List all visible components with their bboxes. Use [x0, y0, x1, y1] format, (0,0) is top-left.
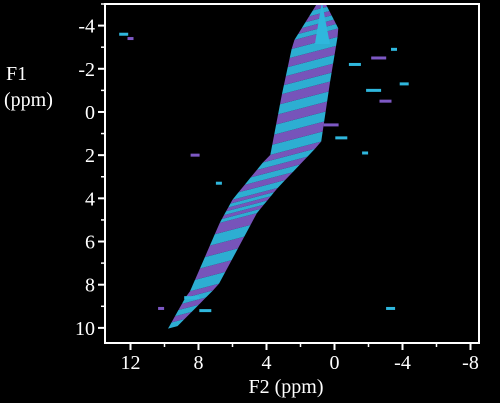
frame-layer	[104, 3, 480, 344]
ridge-stripe	[294, 23, 339, 40]
ridge-stripe	[309, 6, 330, 17]
cross-peak	[348, 62, 361, 66]
x-axis-label: F2 (ppm)	[249, 376, 324, 398]
x-tick-label: -8	[462, 352, 479, 374]
y-tick-label: 10	[75, 318, 95, 340]
ridge-stripe	[178, 297, 206, 311]
ridge-stripe	[209, 224, 251, 246]
cross-peak	[199, 309, 212, 313]
cross-peak	[399, 82, 409, 86]
y-axis-label-line2: (ppm)	[4, 89, 53, 111]
y-tick-label: 6	[85, 232, 95, 254]
x-tick-label: 0	[330, 352, 340, 374]
cross-peak	[184, 296, 200, 300]
y-tick-label: 8	[85, 275, 95, 297]
cross-peak	[386, 306, 396, 310]
data-layer	[119, 4, 409, 329]
ridge-stripe	[270, 131, 323, 155]
ridge-stripe	[274, 111, 326, 135]
ridge-stripe	[190, 271, 226, 292]
ridge-stripe	[287, 45, 337, 68]
ridge-stripe	[262, 141, 322, 163]
ridge-stripe	[298, 19, 337, 34]
ridge-stripe	[256, 148, 315, 170]
ridge-stripe	[301, 15, 334, 29]
cross-peak	[215, 181, 222, 185]
ridge-stripe	[244, 164, 301, 185]
ridge-stripe	[238, 172, 293, 193]
ridge-stripe	[214, 213, 257, 235]
ridge-stripe	[230, 187, 278, 204]
ridge-stripe	[283, 63, 334, 86]
cross-peak	[391, 47, 397, 51]
ridge-stripe	[228, 192, 275, 208]
ridge-stripe	[285, 54, 335, 77]
x-tick-label: 4	[262, 352, 272, 374]
cross-peak	[127, 37, 134, 41]
ridge-stripe	[305, 11, 332, 23]
y-tick-label: -4	[78, 16, 95, 38]
ridge-stripe	[185, 283, 220, 298]
ridge-stripe	[194, 260, 232, 280]
ridge-stripe	[312, 4, 328, 11]
ridge-stripe	[226, 196, 271, 212]
y-tick-label: 4	[85, 188, 95, 210]
cross-peak	[366, 88, 382, 92]
ridge-stripe	[204, 236, 245, 258]
ridge-stripe	[171, 311, 192, 323]
ridge-stripe	[250, 156, 308, 178]
y-axis-label-line1: F1	[6, 63, 27, 85]
ridge-stripe	[272, 121, 325, 145]
ridge-stripe	[276, 101, 328, 125]
plot-frame	[104, 3, 480, 344]
ridge-stripe	[221, 204, 264, 220]
ridge-stripe	[280, 81, 331, 105]
y-tick-label: 0	[85, 102, 95, 124]
ridge-stripe	[223, 200, 268, 216]
x-tick-label: 8	[194, 352, 204, 374]
ridge-stripe	[281, 72, 332, 95]
cross-peak	[323, 123, 339, 127]
y-tick-label: -2	[78, 59, 95, 81]
ridge-stripe	[278, 91, 329, 115]
cross-peak	[362, 151, 369, 155]
cross-peak	[379, 99, 392, 103]
ridge-stripe	[219, 208, 261, 223]
ridge-stripe	[174, 304, 199, 317]
cross-peak	[190, 153, 200, 157]
ridge-peak-tip	[314, 4, 330, 44]
cross-peak	[158, 306, 165, 310]
x-tick-label: 12	[121, 352, 141, 374]
ridge-stripe	[168, 318, 185, 329]
tick-layer: 12 8 4 0 -4 -8 -4 -2 0 2 4 6 8 10	[75, 3, 479, 374]
y-tick-label: 2	[85, 145, 95, 167]
cross-peak	[371, 56, 387, 60]
ridge-stripe	[199, 248, 238, 269]
ridge-stripe	[232, 180, 286, 200]
cross-peak	[119, 32, 129, 36]
cross-peak	[335, 136, 348, 140]
x-tick-label: -4	[394, 352, 411, 374]
